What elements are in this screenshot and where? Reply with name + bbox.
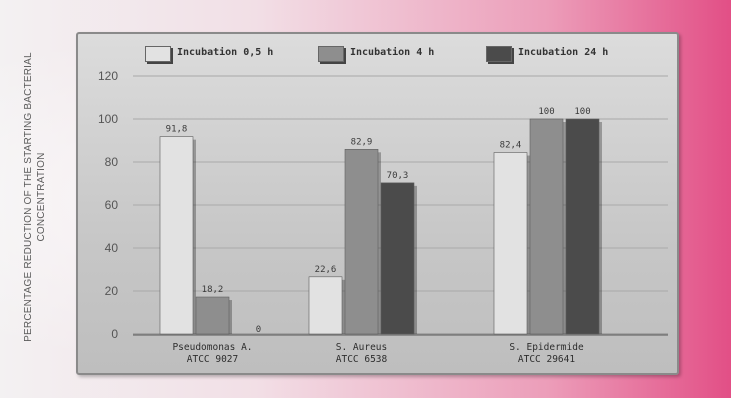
x-tick-label-2-line1: S. Epidermide [509,342,584,353]
bar-0-5h-2 [493,152,528,335]
bar-24h-1 [380,182,415,335]
x-tick-label-1-line2: ATCC 6538 [336,354,388,365]
y-tick-label-80: 80 [105,155,119,169]
bar-0-5h-0 [159,136,194,335]
y-tick-label-120: 120 [98,69,118,83]
bar-4h-0 [195,296,230,335]
y-tick-label-0: 0 [111,327,118,341]
legend-label-4h: Incubation 4 h [350,47,435,58]
legend-label-0-5h: Incubation 0,5 h [177,47,274,58]
data-label-0-5h-1: 22,6 [315,265,337,275]
data-label-4h-0: 18,2 [202,285,224,295]
data-label-4h-1: 82,9 [351,137,373,147]
y-tick-label-40: 40 [105,241,119,255]
x-tick-label-0-line1: Pseudomonas A. [172,342,252,353]
bar-4h-1 [344,149,379,335]
bar-4h-2 [529,118,564,335]
y-tick-label-60: 60 [105,198,119,212]
legend-swatch-24h [486,46,512,62]
bar-24h-2 [565,118,600,335]
data-label-0-5h-0: 91,8 [166,125,188,135]
x-tick-label-2-line2: ATCC 29641 [518,354,575,365]
bar-0-5h-1 [308,276,343,335]
legend-swatch-4h [318,46,344,62]
x-tick-label-0-line2: ATCC 9027 [187,354,238,365]
data-label-24h-1: 70,3 [387,171,409,181]
data-label-0-5h-2: 82,4 [500,141,522,151]
legend-label-24h: Incubation 24 h [518,47,609,58]
x-tick-label-1-line1: S. Aureus [336,342,387,353]
y-tick-label-20: 20 [105,284,119,298]
data-label-4h-2: 100 [538,107,554,117]
data-label-24h-0: 0 [256,325,261,335]
legend-swatch-0-5h [145,46,171,62]
data-label-24h-2: 100 [574,107,590,117]
y-tick-label-100: 100 [98,112,118,126]
